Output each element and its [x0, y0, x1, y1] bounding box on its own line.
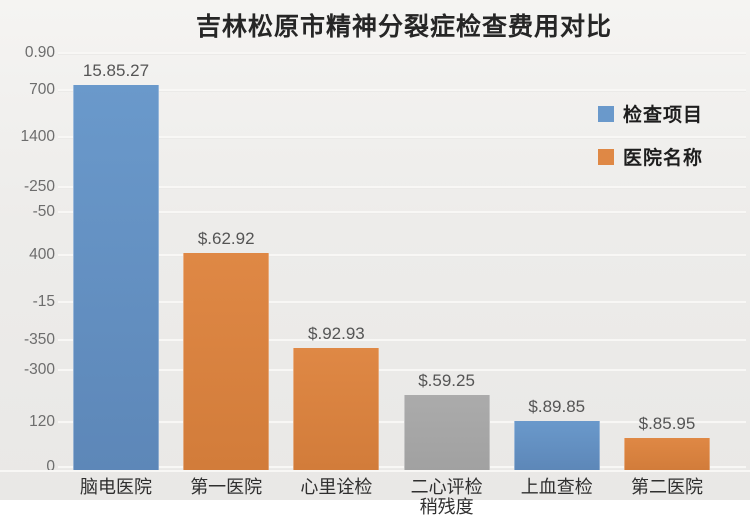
gridline — [58, 211, 746, 214]
x-axis-category-label: 心里诠检 — [300, 477, 373, 497]
legend-swatch-blue-icon — [598, 105, 614, 122]
y-tick-label: 0 — [46, 458, 55, 475]
legend-label-exam: 检查项目 — [623, 105, 704, 126]
bar-value-label: $.85.95 — [638, 414, 696, 433]
y-tick-label: -250 — [23, 178, 55, 195]
bar-4 — [403, 395, 490, 470]
gridline — [58, 52, 746, 55]
gridline — [58, 301, 746, 304]
x-axis-category-label: 第一医院 — [190, 477, 263, 497]
y-tick-label: -15 — [32, 293, 55, 310]
bar-value-label: 15.85.27 — [82, 61, 150, 80]
legend-label-hospital: 医院名称 — [623, 148, 704, 169]
gridline — [58, 186, 746, 189]
legend-item-hospital: 医院名称 — [598, 143, 703, 170]
bar-value-label: $.62.92 — [197, 229, 255, 248]
x-axis-category-label: 二心评检 — [410, 477, 483, 497]
legend-item-exam: 检查项目 — [598, 100, 703, 127]
gridline — [58, 421, 746, 424]
bar-value-label: $.89.85 — [528, 397, 586, 416]
plot-area: 0.90 700 1400 -250 -50 400 -15 -350 -300 120 0 15.8… — [0, 44, 750, 517]
x-axis-category-label: 上血查检 — [520, 477, 593, 497]
gridline — [58, 136, 746, 139]
gridline — [58, 339, 746, 342]
gridline — [58, 254, 746, 257]
gridline — [58, 466, 746, 469]
legend: 检查项目 医院名称 — [598, 100, 703, 186]
bar-value-label: $.92.93 — [308, 324, 365, 343]
x-axis-line — [0, 470, 750, 473]
bar-5 — [513, 421, 600, 470]
y-tick-label: 400 — [29, 246, 55, 263]
x-axis-category-label: 第二医院 — [631, 477, 703, 497]
y-tick-label: -50 — [32, 203, 55, 220]
y-tick-label: 120 — [29, 413, 55, 430]
y-tick-label: 0.90 — [24, 44, 55, 61]
bar-2 — [183, 253, 270, 470]
y-tick-label: -300 — [23, 361, 55, 378]
y-tick-label: 700 — [29, 81, 55, 98]
y-tick-label: -350 — [23, 331, 55, 348]
x-axis-category-label-line2: 稍残度 — [419, 497, 474, 517]
gridline — [58, 89, 746, 92]
bar-1 — [73, 85, 159, 470]
x-axis-category-label: 脑电医院 — [80, 477, 152, 497]
legend-swatch-orange-icon — [598, 148, 614, 165]
chart-title: 吉林松原市精神分裂症检查费用对比 — [195, 13, 612, 41]
gridline — [58, 369, 746, 372]
bar-6 — [624, 438, 710, 470]
y-tick-label: 1400 — [20, 128, 55, 145]
bar-3 — [293, 348, 380, 470]
bar-value-label: $.59.25 — [418, 371, 475, 390]
